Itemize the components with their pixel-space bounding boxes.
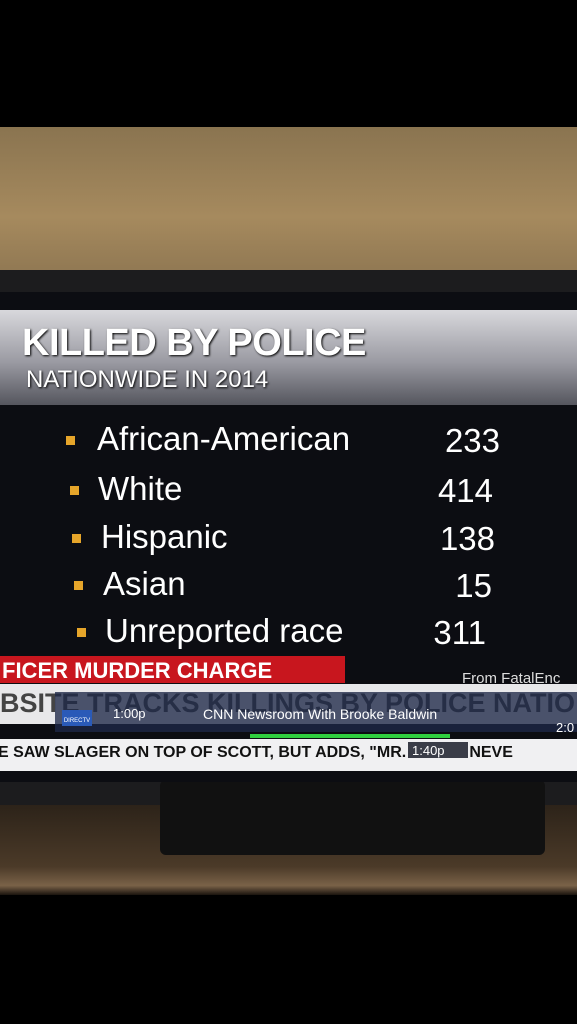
banner-text: FICER MURDER CHARGE xyxy=(2,658,273,683)
header-band xyxy=(0,310,577,405)
source: From FatalEnc xyxy=(462,670,561,687)
guide-end: 2:0 xyxy=(556,720,575,735)
progress-bar xyxy=(250,734,450,738)
item-label: African-American xyxy=(97,420,351,457)
tv-stand xyxy=(160,780,545,855)
guide-overlay xyxy=(55,692,577,732)
bullet xyxy=(70,486,79,495)
title: KILLED BY POLICE xyxy=(22,322,366,364)
item-label: Asian xyxy=(103,565,186,602)
item-value: 138 xyxy=(439,520,495,557)
guide-logo: DIRECTV xyxy=(62,710,92,726)
item-value: 311 xyxy=(433,614,486,651)
item-value: 233 xyxy=(444,422,500,459)
subtitle: NATIONWIDE IN 2014 xyxy=(26,366,269,393)
bullet xyxy=(77,628,86,637)
tv-screen: KILLED BY POLICE NATIONWIDE IN 2014 Afri… xyxy=(0,292,577,782)
item-label: Hispanic xyxy=(101,518,228,555)
bullet xyxy=(74,581,83,590)
guide-program: CNN Newsroom With Brooke Baldwin xyxy=(203,706,438,722)
wall xyxy=(0,127,577,277)
bullet xyxy=(66,436,75,445)
ticker-bar xyxy=(0,739,577,771)
item-value: 414 xyxy=(437,472,493,509)
item-label: White xyxy=(98,470,183,507)
guide-start: 1:00p xyxy=(113,706,146,721)
banner-bar xyxy=(0,656,345,683)
item-label: Unreported race xyxy=(105,612,344,649)
item-value: 15 xyxy=(455,567,492,604)
guide-now: 1:40p xyxy=(412,743,445,758)
ticker-text: E SAW SLAGER ON TOP OF SCOTT, BUT ADDS, … xyxy=(0,744,513,761)
time-pill xyxy=(408,742,468,758)
bullet xyxy=(72,534,81,543)
